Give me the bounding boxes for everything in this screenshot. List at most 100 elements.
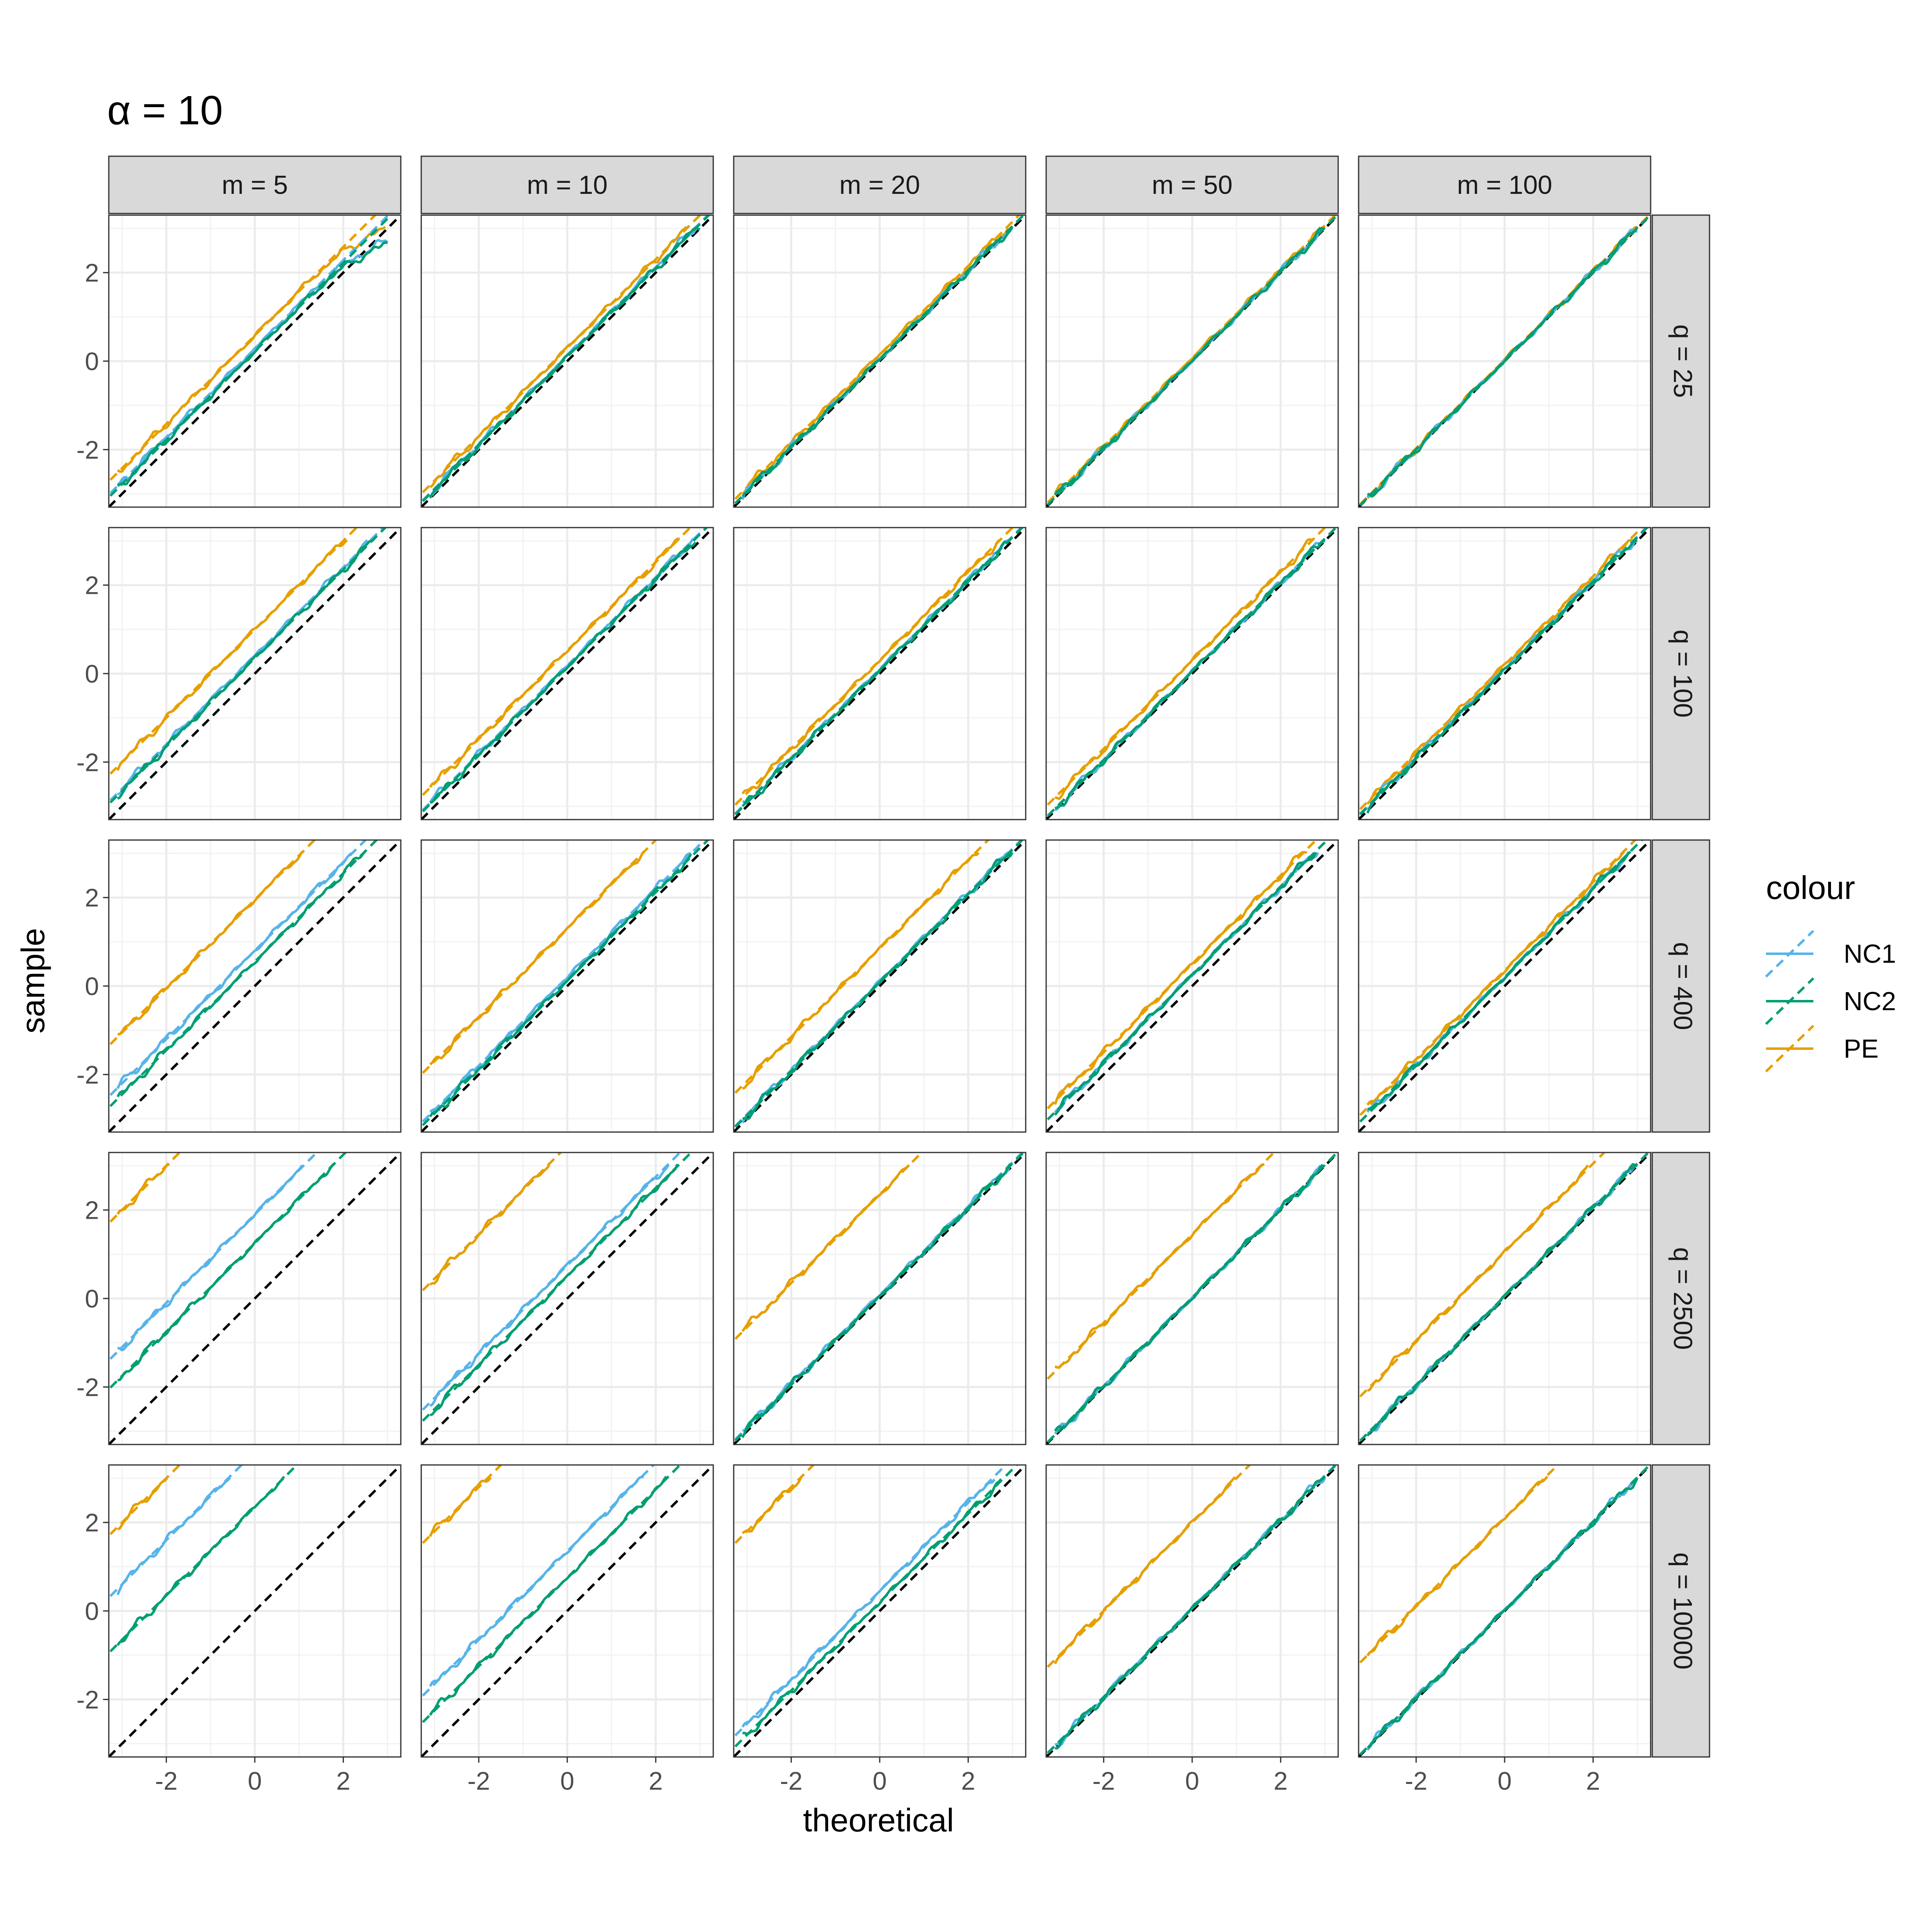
reference-line (109, 1465, 401, 1757)
facet-panel: -2 0 2 (1045, 1464, 1339, 1795)
reference-line (1359, 840, 1651, 1132)
y-tick-label: 2 (85, 572, 99, 600)
series-line-pe (117, 1163, 170, 1215)
x-tick-label: 0 (873, 1767, 887, 1795)
row-strip-label: q = 2500 (1668, 1247, 1698, 1350)
series-fit-line-pe (734, 840, 990, 1096)
panel-border (1045, 214, 1339, 508)
series-line-pe (1054, 1163, 1265, 1369)
y-tick-label: -2 (76, 1373, 99, 1402)
facet-panel (420, 1152, 714, 1445)
series-line-pe (1054, 537, 1314, 800)
series-line-nc2 (1054, 1164, 1324, 1432)
x-tick-label: 0 (1498, 1767, 1512, 1795)
facet-panel: -2 0 2 (76, 839, 402, 1133)
facet-panel (1358, 839, 1651, 1133)
reference-line (734, 1465, 1026, 1757)
series-line-pe (1366, 539, 1633, 805)
y-tick-label: 2 (85, 884, 99, 912)
series-fit-line-pe (421, 528, 692, 798)
panel-border (1045, 1152, 1339, 1445)
series-line-nc2 (117, 1163, 335, 1382)
series-line-nc2 (1367, 226, 1639, 498)
series-line-nc1 (116, 1477, 231, 1595)
series-line-nc2 (429, 1164, 679, 1417)
facet-panel: -2 0 2 (76, 527, 402, 820)
y-tick-label: -2 (76, 748, 99, 777)
series-fit-line-nc2 (734, 215, 1025, 507)
series-line-nc2 (741, 1163, 1011, 1438)
facet-panel: -2 0 2 (76, 214, 402, 508)
series-line-nc2 (742, 851, 1014, 1121)
legend-title: colour (1766, 869, 1855, 906)
series-fit-line-nc2 (109, 840, 378, 1110)
reference-line (109, 840, 401, 1132)
series-line-nc1 (116, 852, 353, 1089)
x-tick-label: -2 (155, 1767, 177, 1795)
x-tick-label: 2 (961, 1767, 975, 1795)
row-strip-label: q = 25 (1668, 324, 1698, 398)
series-fit-line-pe (109, 215, 377, 483)
series-line-pe (429, 1164, 550, 1286)
series-line-pe (1367, 1164, 1589, 1392)
facet-panel (420, 527, 714, 820)
y-tick-label: 0 (85, 1285, 99, 1313)
series-line-nc2 (429, 1476, 667, 1716)
series-line-nc2 (1366, 1163, 1638, 1437)
series-line-pe (117, 1477, 168, 1531)
facet-panel (733, 839, 1027, 1133)
series-line-nc1 (117, 1164, 303, 1352)
reference-line (421, 840, 713, 1132)
series-fit-line-pe (734, 528, 1014, 808)
series-line-nc2 (742, 1478, 1002, 1735)
row-strip-label: q = 10000 (1668, 1552, 1698, 1670)
panel-border (1358, 527, 1651, 820)
series-line-pe (429, 537, 680, 788)
column-strip-label: m = 100 (1457, 170, 1552, 200)
row-strip (1651, 1464, 1710, 1758)
facet-panel: -2 0 2 (76, 1152, 402, 1445)
column-strip (1045, 155, 1339, 214)
series-fit-line-pe (109, 528, 359, 777)
y-tick-label: 2 (85, 1509, 99, 1537)
legend-item-nc1: NC1 (1765, 930, 1896, 978)
column-strip (1358, 155, 1651, 214)
series-fit-line-nc2 (1046, 1152, 1338, 1445)
panel-border (420, 1152, 714, 1445)
legend-label: NC1 (1844, 939, 1896, 968)
row-strip (1651, 839, 1710, 1133)
facet-panel (420, 839, 714, 1133)
series-line-nc1 (741, 1478, 995, 1728)
series-line-pe (1366, 1476, 1548, 1657)
facet-panel: -2 0 2 -2 0 2 (76, 1464, 402, 1795)
x-axis-label: theoretical (803, 1802, 954, 1838)
facet-panel: -2 0 2 (1358, 1464, 1651, 1795)
panel-border (420, 214, 714, 508)
panel-border (733, 1152, 1027, 1445)
reference-line (109, 528, 401, 820)
y-tick-label: 0 (85, 660, 99, 688)
series-line-pe (117, 226, 386, 473)
series-line-nc2 (117, 1476, 285, 1646)
series-fit-line-nc2 (109, 215, 393, 499)
x-tick-label: 2 (1274, 1767, 1287, 1795)
y-axis-label: sample (15, 928, 51, 1033)
column-strip-label: m = 5 (222, 170, 288, 200)
reference-line (1046, 840, 1338, 1132)
panel-border (733, 839, 1027, 1133)
legend-label: NC2 (1844, 986, 1896, 1016)
series-fit-line-pe (1046, 840, 1318, 1112)
column-strip (733, 155, 1027, 214)
series-line-pe (1054, 851, 1307, 1105)
series-line-nc2 (429, 853, 692, 1117)
row-strip-label: q = 100 (1668, 629, 1698, 717)
chart-title: α = 10 (107, 88, 223, 133)
row-strip (1651, 214, 1710, 508)
series-line-nc2 (429, 541, 696, 804)
column-strip (108, 155, 402, 214)
x-tick-label: 2 (1586, 1767, 1600, 1795)
column-strip-label: m = 20 (839, 170, 920, 200)
legend-key-dashed (1765, 1024, 1815, 1073)
facet-panel (1045, 839, 1339, 1133)
series-line-pe (116, 539, 348, 771)
